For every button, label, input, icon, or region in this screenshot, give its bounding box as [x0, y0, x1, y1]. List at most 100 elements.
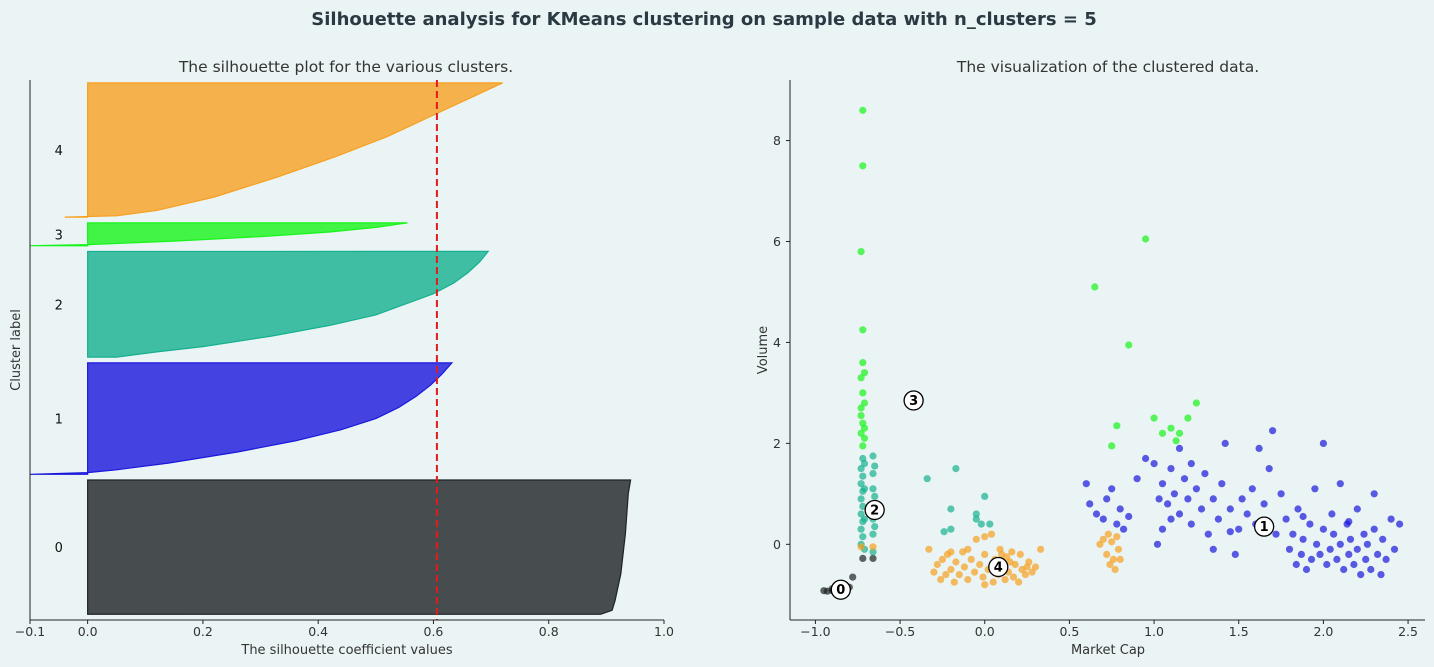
scatter-point-cluster-1: [1292, 560, 1300, 569]
scatter-point-cluster-4: [1099, 535, 1107, 543]
scatter-point-cluster-1: [1370, 490, 1378, 498]
cluster-center-label-0: 0: [836, 583, 845, 598]
scatter-point-cluster-1: [1248, 485, 1256, 493]
scatter-point-cluster-1: [1333, 555, 1341, 564]
scatter-point-cluster-1: [1285, 545, 1294, 553]
scatter-point-cluster-1: [1307, 555, 1316, 564]
cluster-center-0: [830, 579, 851, 600]
cluster-center-label-4: 4: [994, 561, 1003, 576]
scatter-point-cluster-4: [967, 555, 975, 564]
scatter-point-cluster-4: [1109, 555, 1117, 564]
scatter-ytick-label: 6: [773, 234, 781, 249]
scatter-point-cluster-1: [1345, 550, 1353, 559]
silhouette-xtick-label: 0.2: [193, 624, 213, 639]
scatter-point-cluster-2: [859, 533, 867, 541]
scatter-point-cluster-1: [1387, 515, 1395, 523]
scatter-xtick-label: 1.0: [1144, 624, 1164, 639]
scatter-point-cluster-1: [1350, 560, 1358, 569]
scatter-point-cluster-1: [1306, 520, 1314, 528]
scatter-point-cluster-1: [1155, 495, 1163, 503]
scatter-point-cluster-1: [1204, 530, 1212, 538]
silhouette-xtick-label: 0.0: [78, 624, 98, 639]
scatter-point-cluster-4: [938, 555, 947, 564]
scatter-point-cluster-1: [1243, 510, 1251, 518]
scatter-point-cluster-4: [947, 565, 955, 574]
scatter-point-cluster-1: [1282, 515, 1290, 523]
scatter-point-cluster-3: [859, 162, 867, 170]
scatter-point-cluster-3: [860, 399, 869, 407]
scatter-point-cluster-4: [1106, 560, 1114, 569]
scatter-point-cluster-4: [987, 530, 996, 538]
scatter-point-cluster-1: [1099, 515, 1107, 523]
scatter-point-cluster-2: [977, 520, 985, 528]
silhouette-xtick-label: 0.6: [424, 624, 444, 639]
scatter-point-cluster-1: [1330, 530, 1338, 538]
scatter-point-cluster-1: [1363, 540, 1371, 548]
scatter-point-cluster-3: [1184, 414, 1192, 422]
scatter-point-cluster-0: [859, 554, 867, 563]
scatter-point-cluster-1: [1336, 540, 1344, 548]
scatter-point-cluster-2: [869, 485, 877, 493]
scatter-point-cluster-1: [1382, 555, 1390, 564]
scatter-point-cluster-3: [1167, 424, 1175, 432]
scatter-xtick-label: 1.5: [1229, 624, 1249, 639]
scatter-point-cluster-1: [1158, 480, 1167, 488]
scatter-point-cluster-2: [940, 528, 948, 536]
scatter-point-cluster-4: [930, 568, 938, 576]
scatter-point-cluster-1: [1396, 520, 1404, 528]
scatter-point-cluster-2: [923, 475, 931, 483]
scatter-point-cluster-2: [952, 465, 960, 473]
scatter-point-cluster-1: [1316, 550, 1324, 559]
scatter-ytick-label: 2: [773, 436, 781, 451]
scatter-point-cluster-1: [1113, 520, 1121, 528]
scatter-point-cluster-4: [1116, 555, 1124, 564]
scatter-point-cluster-3: [859, 389, 867, 397]
scatter-point-cluster-1: [1231, 550, 1239, 559]
scatter-point-cluster-2: [871, 492, 879, 500]
scatter-point-cluster-4: [933, 560, 941, 569]
scatter-point-cluster-1: [1086, 500, 1094, 508]
scatter-xtick-label: 0.0: [975, 624, 995, 639]
scatter-point-cluster-1: [1357, 571, 1365, 579]
scatter-point-cluster-3: [859, 359, 867, 367]
cluster-label-4: 4: [55, 144, 63, 159]
cluster-center-2: [864, 499, 885, 521]
scatter-point-cluster-4: [981, 550, 989, 559]
cluster-label-1: 1: [55, 413, 63, 428]
scatter-point-cluster-2: [869, 470, 877, 478]
scatter-point-cluster-4: [964, 545, 972, 553]
scatter-ytick-label: 0: [773, 537, 781, 552]
scatter-point-cluster-1: [1221, 439, 1229, 447]
cluster-center-1: [1253, 516, 1275, 537]
scatter-point-cluster-4: [955, 571, 963, 579]
scatter-point-cluster-1: [1319, 525, 1327, 533]
scatter-point-cluster-4: [1008, 548, 1016, 556]
scatter-point-cluster-4: [998, 550, 1006, 559]
scatter-xtick-label: −1.0: [800, 624, 830, 639]
scatter-point-cluster-1: [1180, 475, 1189, 483]
scatter-point-cluster-4: [1015, 578, 1023, 586]
scatter-point-cluster-4: [1021, 571, 1029, 579]
cluster-center-label-2: 2: [870, 503, 879, 518]
scatter-point-cluster-3: [1158, 429, 1167, 437]
scatter-ytick-label: 4: [773, 335, 781, 350]
scatter-point-cluster-1: [1158, 525, 1167, 533]
scatter-ylabel: Volume: [756, 326, 771, 374]
scatter-point-cluster-1: [1201, 470, 1209, 478]
scatter-point-cluster-1: [1218, 480, 1226, 488]
scatter-point-cluster-1: [1092, 510, 1101, 518]
scatter-point-cluster-4: [1028, 568, 1036, 576]
scatter-point-cluster-2: [860, 515, 869, 523]
scatter-xtick-label: 2.5: [1398, 624, 1418, 639]
scatter-point-cluster-3: [859, 442, 867, 450]
silhouette-plot: The silhouette plot for the various clus…: [9, 58, 674, 658]
scatter-point-cluster-4: [942, 571, 950, 579]
scatter-point-cluster-1: [1153, 540, 1162, 548]
scatter-plot-title: The visualization of the clustered data.: [956, 58, 1259, 76]
scatter-point-cluster-1: [1319, 439, 1327, 447]
scatter-point-cluster-3: [1142, 235, 1150, 243]
silhouette-cluster-1: [29, 362, 454, 475]
scatter-point-cluster-3: [857, 248, 865, 256]
scatter-point-cluster-1: [1328, 510, 1336, 518]
